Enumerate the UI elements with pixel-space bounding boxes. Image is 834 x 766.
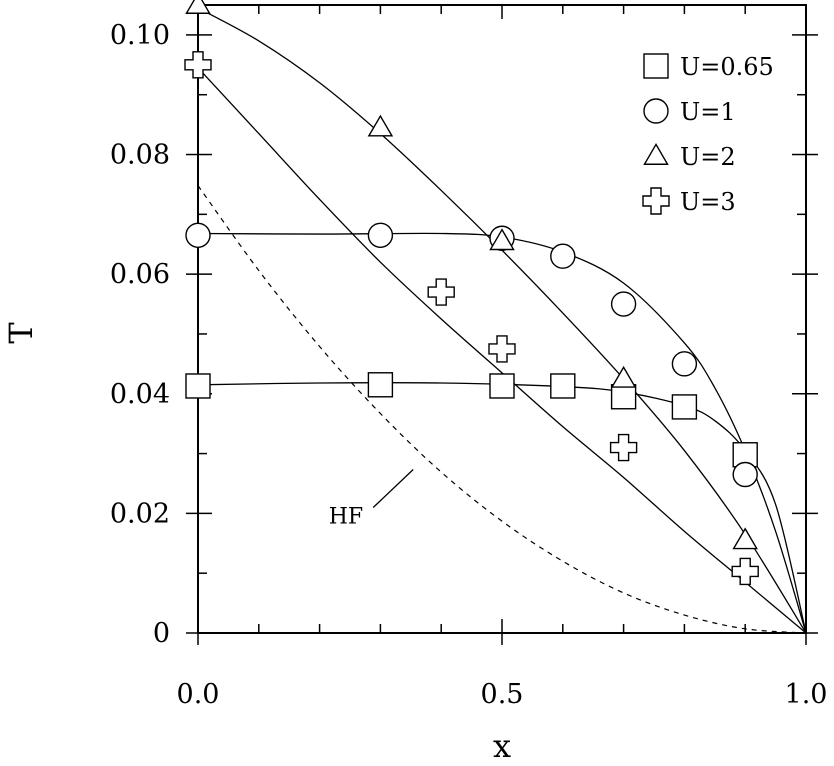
data-point-triangle [732,527,758,550]
data-point-square [489,373,515,399]
data-point-triangle [185,0,211,14]
legend-label: U=2 [680,143,736,171]
data-point-triangle [489,228,515,251]
legend-label: U=0.65 [680,53,774,81]
axes: 0.0 0.5 1.0 0 0.02 0.04 0.06 0.08 0.10 [110,4,828,710]
data-point-square [550,373,576,399]
x-tick-label: 1.0 [785,679,828,710]
hf-leader-line [372,469,414,509]
labels: x T [2,322,511,765]
hf-label: HF [329,505,363,530]
data-point-square [367,372,394,398]
legend-marker-circle [643,98,669,124]
data-point-plus [609,433,638,462]
x-tick-label: 0.0 [177,679,220,710]
legend-label: U=3 [680,188,736,216]
x-tick-label: 0.5 [481,679,524,710]
series-line-triangle [197,7,807,634]
data-point-plus [488,335,516,363]
series-line-plus [197,67,807,634]
markers [184,0,759,586]
data-point-circle [185,222,211,248]
legend-marker-square [643,53,669,79]
x-axis-label: x [493,727,511,765]
data-point-plus [731,557,759,586]
y-tick-label: 0 [153,618,170,649]
data-point-circle [550,243,576,269]
data-point-square [185,373,211,399]
data-point-circle [367,222,394,248]
legend-label: U=1 [680,98,736,126]
y-axis-label: T [2,322,40,344]
legend-marker-triangle [643,143,669,165]
hf-dashed-curve [197,185,807,634]
data-point-plus [184,51,212,79]
data-point-circle [732,461,758,488]
y-tick-label: 0.04 [110,379,170,410]
data-point-triangle [367,114,394,137]
legend-marker-plus [642,187,670,215]
data-point-circle [671,351,698,377]
y-tick-label: 0.02 [110,498,170,529]
series-line-circle [197,232,807,634]
data-point-square [671,394,698,420]
data-point-triangle [610,365,637,388]
data-point-square [610,384,637,410]
data-point-plus [427,278,455,306]
series-line-square [197,382,807,634]
y-tick-label: 0.08 [110,140,170,171]
y-tick-label: 0.06 [110,259,170,290]
legend: U=0.65 U=1 U=2 U=3 [642,53,774,216]
y-tick-label: 0.10 [110,20,170,51]
data-point-circle [610,291,637,317]
